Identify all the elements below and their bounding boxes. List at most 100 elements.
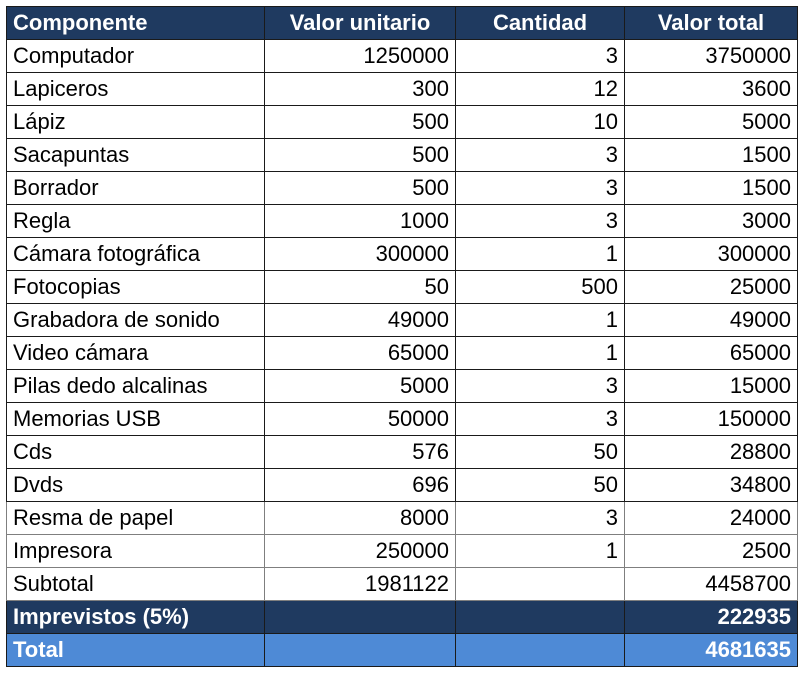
cell-componente: Fotocopias <box>6 270 265 304</box>
header-valor-unitario: Valor unitario <box>264 6 456 40</box>
cell-cantidad: 50 <box>455 468 625 502</box>
cell-cantidad: 50 <box>455 435 625 469</box>
imprevistos-empty-2 <box>455 600 625 634</box>
table-row: Sacapuntas 500 3 1500 <box>6 138 798 172</box>
cell-componente: Computador <box>6 39 265 73</box>
cell-cantidad: 3 <box>455 369 625 403</box>
table-row: Video cámara 65000 1 65000 <box>6 336 798 370</box>
cell-valor-total: 2500 <box>624 534 798 568</box>
subtotal-valor-unitario: 1981122 <box>264 567 456 601</box>
budget-table: Componente Valor unitario Cantidad Valor… <box>6 6 798 667</box>
cell-componente: Pilas dedo alcalinas <box>6 369 265 403</box>
cell-valor-unitario: 1000 <box>264 204 456 238</box>
table-row: Dvds 696 50 34800 <box>6 468 798 502</box>
table-row: Borrador 500 3 1500 <box>6 171 798 205</box>
cell-valor-total: 25000 <box>624 270 798 304</box>
table-row: Regla 1000 3 3000 <box>6 204 798 238</box>
cell-componente: Impresora <box>6 534 265 568</box>
cell-cantidad: 3 <box>455 171 625 205</box>
imprevistos-row: Imprevistos (5%) 222935 <box>6 600 798 634</box>
cell-valor-total: 1500 <box>624 171 798 205</box>
cell-valor-total: 150000 <box>624 402 798 436</box>
table-row: Lápiz 500 10 5000 <box>6 105 798 139</box>
cell-cantidad: 1 <box>455 237 625 271</box>
subtotal-row: Subtotal 1981122 4458700 <box>6 567 798 601</box>
cell-valor-total: 3600 <box>624 72 798 106</box>
cell-cantidad: 3 <box>455 138 625 172</box>
cell-valor-unitario: 500 <box>264 138 456 172</box>
cell-valor-unitario: 1250000 <box>264 39 456 73</box>
cell-valor-unitario: 50000 <box>264 402 456 436</box>
table-row: Memorias USB 50000 3 150000 <box>6 402 798 436</box>
total-label: Total <box>6 633 265 667</box>
subtotal-label: Subtotal <box>6 567 265 601</box>
cell-componente: Lápiz <box>6 105 265 139</box>
cell-valor-unitario: 300 <box>264 72 456 106</box>
total-row: Total 4681635 <box>6 633 798 667</box>
table-row: Cámara fotográfica 300000 1 300000 <box>6 237 798 271</box>
cell-valor-total: 65000 <box>624 336 798 370</box>
cell-valor-unitario: 49000 <box>264 303 456 337</box>
total-valor-total: 4681635 <box>624 633 798 667</box>
cell-valor-total: 28800 <box>624 435 798 469</box>
subtotal-valor-total: 4458700 <box>624 567 798 601</box>
cell-cantidad: 3 <box>455 501 625 535</box>
cell-valor-unitario: 50 <box>264 270 456 304</box>
table-row: Lapiceros 300 12 3600 <box>6 72 798 106</box>
cell-valor-unitario: 8000 <box>264 501 456 535</box>
cell-componente: Cámara fotográfica <box>6 237 265 271</box>
header-valor-total: Valor total <box>624 6 798 40</box>
cell-cantidad: 10 <box>455 105 625 139</box>
cell-cantidad: 1 <box>455 336 625 370</box>
cell-valor-total: 1500 <box>624 138 798 172</box>
cell-valor-total: 34800 <box>624 468 798 502</box>
header-row: Componente Valor unitario Cantidad Valor… <box>6 6 798 40</box>
cell-valor-unitario: 300000 <box>264 237 456 271</box>
cell-valor-total: 49000 <box>624 303 798 337</box>
cell-valor-unitario: 250000 <box>264 534 456 568</box>
table-row: Pilas dedo alcalinas 5000 3 15000 <box>6 369 798 403</box>
cell-valor-total: 3000 <box>624 204 798 238</box>
imprevistos-empty-1 <box>264 600 456 634</box>
cell-cantidad: 3 <box>455 39 625 73</box>
table-row: Fotocopias 50 500 25000 <box>6 270 798 304</box>
header-cantidad: Cantidad <box>455 6 625 40</box>
cell-valor-unitario: 500 <box>264 105 456 139</box>
cell-componente: Dvds <box>6 468 265 502</box>
cell-cantidad: 3 <box>455 402 625 436</box>
table-row: Grabadora de sonido 49000 1 49000 <box>6 303 798 337</box>
cell-valor-total: 5000 <box>624 105 798 139</box>
cell-valor-total: 3750000 <box>624 39 798 73</box>
table-row: Impresora 250000 1 2500 <box>6 534 798 568</box>
cell-valor-unitario: 500 <box>264 171 456 205</box>
table-row: Computador 1250000 3 3750000 <box>6 39 798 73</box>
cell-cantidad: 500 <box>455 270 625 304</box>
cell-cantidad: 12 <box>455 72 625 106</box>
table-row: Resma de papel 8000 3 24000 <box>6 501 798 535</box>
cell-cantidad: 3 <box>455 204 625 238</box>
cell-valor-unitario: 696 <box>264 468 456 502</box>
cell-componente: Borrador <box>6 171 265 205</box>
cell-componente: Sacapuntas <box>6 138 265 172</box>
header-componente: Componente <box>6 6 265 40</box>
cell-cantidad: 1 <box>455 303 625 337</box>
subtotal-cantidad <box>455 567 625 601</box>
total-empty-2 <box>455 633 625 667</box>
cell-valor-unitario: 5000 <box>264 369 456 403</box>
cell-componente: Grabadora de sonido <box>6 303 265 337</box>
table-row: Cds 576 50 28800 <box>6 435 798 469</box>
cell-componente: Regla <box>6 204 265 238</box>
cell-valor-unitario: 65000 <box>264 336 456 370</box>
cell-componente: Lapiceros <box>6 72 265 106</box>
cell-componente: Cds <box>6 435 265 469</box>
total-empty-1 <box>264 633 456 667</box>
cell-componente: Resma de papel <box>6 501 265 535</box>
imprevistos-label: Imprevistos (5%) <box>6 600 265 634</box>
cell-cantidad: 1 <box>455 534 625 568</box>
cell-componente: Memorias USB <box>6 402 265 436</box>
cell-valor-total: 300000 <box>624 237 798 271</box>
cell-componente: Video cámara <box>6 336 265 370</box>
imprevistos-valor-total: 222935 <box>624 600 798 634</box>
cell-valor-unitario: 576 <box>264 435 456 469</box>
cell-valor-total: 24000 <box>624 501 798 535</box>
